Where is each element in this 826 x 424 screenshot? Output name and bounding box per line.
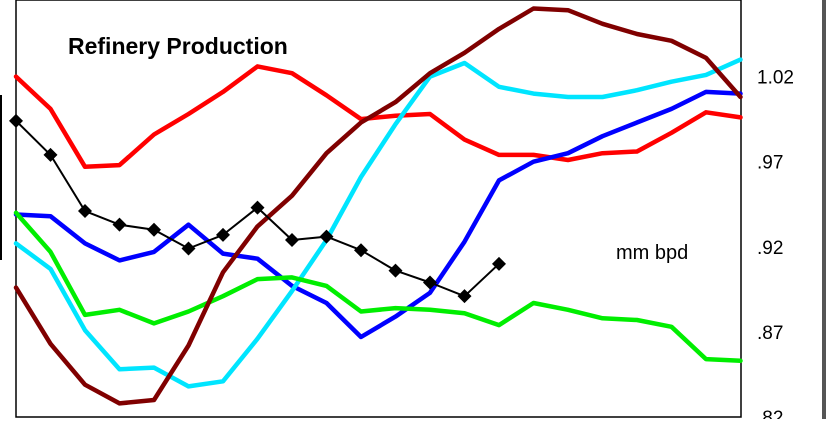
series-line-2: [13, 89, 743, 340]
y-tick-label: .92: [757, 238, 783, 259]
plot-frame: [15, 0, 742, 418]
data-point-marker: [9, 113, 23, 128]
data-point-marker: [250, 200, 265, 215]
left-edge-mark: [0, 95, 2, 260]
data-point-marker: [78, 204, 92, 219]
y-tick-label: 1.02: [757, 68, 794, 89]
series-line-1: [13, 64, 743, 170]
y-axis-label: mm bpd: [616, 242, 688, 264]
data-point-marker: [423, 275, 437, 290]
data-point-marker: [147, 222, 161, 237]
series-line-5: [13, 6, 743, 406]
y-tick-label: .97: [757, 153, 783, 174]
data-point-marker: [354, 243, 368, 258]
chart-title: Refinery Production: [68, 33, 288, 59]
y-tick-label: .87: [757, 323, 783, 344]
data-point-marker: [388, 263, 403, 278]
data-point-marker: [492, 256, 506, 271]
data-point-marker: [216, 227, 230, 242]
right-edge-bar: [822, 0, 826, 419]
data-point-marker: [457, 289, 472, 304]
series-line-4: [13, 210, 743, 364]
data-point-marker: [181, 241, 196, 256]
data-point-marker: [319, 229, 334, 244]
data-point-marker: [43, 147, 58, 162]
data-point-marker: [112, 217, 127, 232]
data-point-marker: [285, 232, 299, 247]
y-tick-label: .82: [757, 408, 783, 419]
series-line-3: [13, 57, 743, 389]
